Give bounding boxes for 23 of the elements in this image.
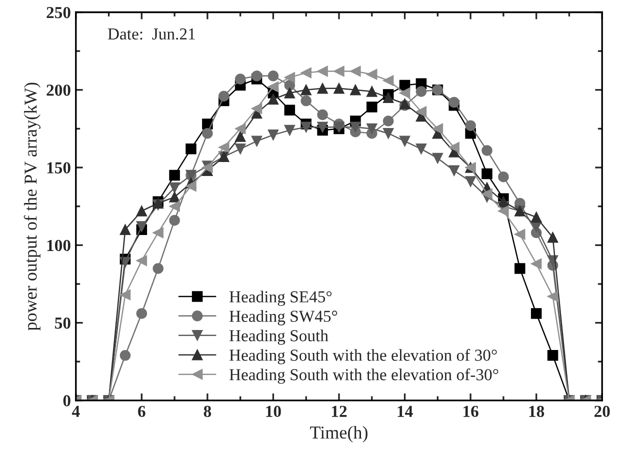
legend-label: Heading SW45° — [229, 310, 338, 326]
x-tick-label: 8 — [204, 406, 212, 418]
x-tick-label: 18 — [529, 406, 544, 418]
y-tick-label: 0 — [63, 395, 70, 406]
y-tick-label: 250 — [46, 6, 70, 18]
x-tick-label: 20 — [594, 406, 610, 418]
legend-label: Heading South with the elevation of-30° — [229, 368, 498, 384]
y-axis-title: power output of the PV array(kW) — [24, 82, 40, 330]
x-tick-label: 12 — [332, 406, 347, 417]
x-tick-label: 16 — [464, 406, 478, 418]
annotation: Date: Jun.21 — [108, 28, 195, 40]
legend-label: Heading South with the elevation of 30° — [229, 348, 497, 364]
x-tick-label: 6 — [138, 406, 146, 418]
x-tick-label: 14 — [398, 406, 413, 417]
y-tick-label: 150 — [47, 162, 70, 174]
y-tick-label: 100 — [47, 240, 70, 252]
legend-label: Heading SE45° — [229, 290, 332, 306]
y-tick-label: 200 — [46, 84, 70, 96]
x-axis-title: Time(h) — [310, 426, 368, 442]
y-tick-label: 50 — [55, 317, 70, 329]
legend-label: Heading South — [229, 330, 328, 345]
x-tick-label: 10 — [266, 406, 281, 418]
x-tick-label: 4 — [72, 406, 80, 417]
